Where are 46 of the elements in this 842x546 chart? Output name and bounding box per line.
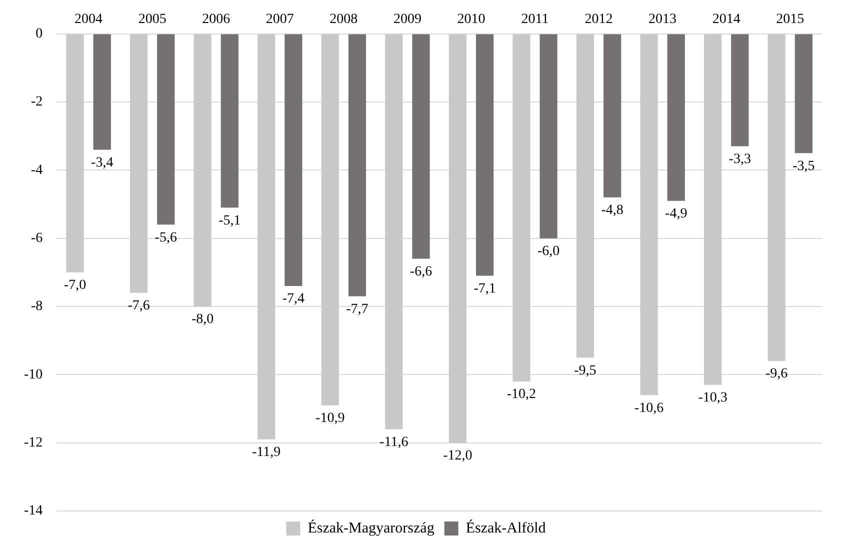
y-tick-label: 0	[36, 26, 43, 42]
data-label: -6,6	[410, 264, 432, 280]
x-tick-label: 2006	[202, 12, 230, 28]
x-tick-label: 2005	[138, 12, 166, 28]
x-tick-label: 2011	[521, 12, 549, 28]
data-label: -4,9	[665, 206, 688, 222]
x-tick-label: 2015	[776, 12, 804, 28]
x-tick-label: 2007	[266, 12, 294, 28]
x-tick-label: 2008	[330, 12, 358, 28]
legend-label: Észak-Alföld	[466, 519, 546, 536]
x-tick-label: 2004	[74, 12, 103, 28]
data-label: -4,8	[601, 203, 624, 218]
y-tick-label: -2	[30, 94, 43, 110]
data-label: -7,4	[282, 292, 305, 307]
x-tick-label: 2012	[584, 12, 613, 28]
data-label: -9,6	[765, 366, 788, 382]
data-label: -3,5	[792, 158, 815, 174]
data-label: -10,6	[634, 400, 664, 416]
data-label: -8,0	[191, 312, 214, 328]
y-tick-label: -10	[24, 367, 43, 382]
data-label: -10,3	[698, 390, 728, 406]
data-label: -12,0	[443, 448, 472, 464]
data-label: -5,1	[218, 213, 241, 228]
data-label: -10,9	[316, 411, 345, 426]
legend-label: Észak-Magyarország	[308, 519, 435, 536]
data-label: -7,1	[474, 281, 496, 296]
y-tick-label: -14	[24, 504, 43, 519]
data-label: -3,4	[91, 155, 114, 170]
data-label: -6,0	[537, 244, 560, 259]
y-tick-label: -6	[30, 230, 43, 246]
y-tick-label: -4	[30, 162, 43, 178]
x-tick-label: 2013	[648, 12, 677, 28]
data-label: -7,6	[128, 298, 150, 314]
data-label: -5,6	[154, 230, 177, 246]
y-tick-label: -8	[30, 299, 43, 314]
data-label: -10,2	[506, 387, 536, 402]
x-tick-label: 2009	[393, 12, 422, 28]
data-label: -9,5	[574, 363, 596, 378]
y-tick-label: -12	[24, 436, 43, 450]
data-label: -3,3	[728, 152, 751, 167]
x-tick-label: 2010	[457, 12, 486, 28]
data-label: -7,7	[346, 302, 368, 317]
data-label: -7,0	[64, 278, 86, 294]
x-tick-label: 2014	[712, 12, 740, 28]
data-label: -11,9	[252, 445, 281, 460]
data-label: -11,6	[380, 434, 408, 450]
